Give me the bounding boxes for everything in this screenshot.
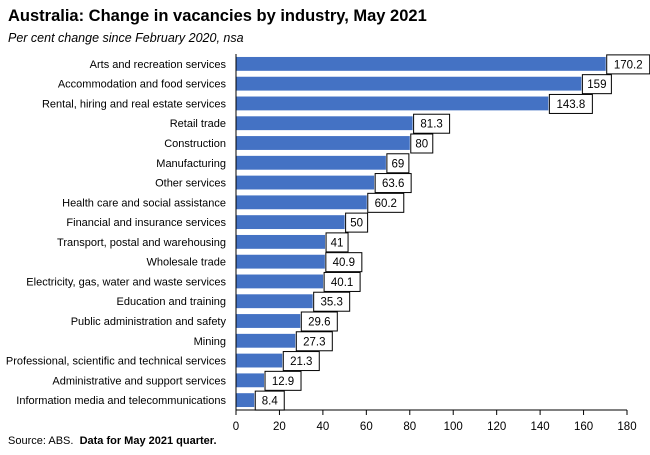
category-label: Mining [194, 336, 226, 348]
bar [236, 333, 296, 348]
data-label: 81.3 [420, 119, 442, 131]
bar [236, 175, 375, 190]
data-label-box [325, 232, 349, 253]
data-label: 12.9 [272, 376, 294, 388]
data-label: 29.6 [308, 317, 330, 329]
category-label: Accommodation and food services [58, 79, 227, 91]
bar [236, 393, 255, 408]
data-label: 21.3 [290, 356, 312, 368]
category-label: Information media and telecommunications [16, 395, 226, 407]
x-tick-label: 140 [531, 421, 550, 433]
data-label: 170.2 [614, 59, 643, 71]
data-label-box [323, 271, 361, 292]
category-label: Administrative and support services [52, 375, 226, 387]
data-label-box [264, 370, 302, 391]
category-label: Financial and insurance services [66, 217, 226, 229]
data-label: 41 [331, 237, 344, 249]
category-label: Electricity, gas, water and waste servic… [26, 276, 226, 288]
bar [236, 254, 325, 269]
category-label: Transport, postal and warehousing [57, 237, 226, 249]
data-label: 80 [415, 139, 428, 151]
bar [236, 314, 301, 328]
x-tick-label: 0 [233, 421, 239, 433]
data-label-box [413, 113, 451, 134]
data-label: 27.3 [303, 336, 325, 348]
data-label: 50 [350, 218, 363, 230]
x-tick-label: 120 [487, 421, 506, 433]
data-label: 8.4 [262, 396, 279, 408]
bar [236, 234, 326, 249]
source-prefix: Source: ABS. [8, 435, 74, 447]
data-label-box [548, 93, 593, 114]
bar [236, 353, 283, 368]
data-label: 60.2 [375, 198, 397, 210]
bar [236, 155, 386, 170]
data-label: 143.8 [556, 99, 585, 111]
bar [236, 274, 324, 289]
data-label-box [282, 351, 320, 372]
bar [236, 96, 549, 111]
bar [236, 116, 413, 131]
data-label: 69 [391, 158, 404, 170]
bar [236, 215, 345, 230]
bar [236, 56, 606, 71]
data-label-box [410, 133, 434, 154]
x-tick-label: 160 [574, 421, 593, 433]
bar [236, 195, 367, 210]
source-note: Source: ABS. Data for May 2021 quarter. [8, 435, 217, 447]
bar [236, 294, 313, 309]
data-label-box [295, 331, 333, 352]
data-label: 40.1 [331, 277, 353, 289]
data-label-box [386, 153, 410, 174]
category-label: Retail trade [170, 118, 226, 130]
data-label-box [367, 192, 405, 213]
category-label: Public administration and safety [71, 316, 227, 328]
category-label: Manufacturing [156, 158, 226, 170]
x-tick-label: 180 [617, 421, 636, 433]
category-label: Wholesale trade [147, 257, 227, 269]
chart-title: Australia: Change in vacancies by indust… [8, 7, 427, 25]
data-label-box [345, 212, 369, 233]
data-label-box [313, 291, 351, 312]
data-label: 35.3 [320, 297, 342, 309]
category-label: Other services [155, 178, 226, 190]
x-tick-label: 100 [444, 421, 463, 433]
data-label: 40.9 [333, 257, 355, 269]
category-label: Arts and recreation services [90, 59, 227, 71]
category-label: Health care and social assistance [62, 197, 226, 209]
x-tick-label: 40 [316, 421, 329, 433]
chart-subtitle: Per cent change since February 2020, nsa [8, 31, 244, 45]
source-data-note: Data for May 2021 quarter. [79, 435, 217, 447]
category-label: Education and training [117, 296, 226, 308]
data-label-box [374, 173, 412, 194]
category-label: Construction [164, 138, 226, 150]
bar [236, 76, 582, 91]
bar [236, 136, 410, 150]
data-label-box [581, 74, 612, 95]
data-label-box [300, 311, 338, 332]
x-tick-label: 80 [403, 421, 416, 433]
data-label: 63.6 [382, 178, 404, 190]
category-label: Professional, scientific and technical s… [6, 356, 227, 368]
x-tick-label: 60 [360, 421, 373, 433]
x-tick-label: 20 [273, 421, 286, 433]
data-label-box [325, 252, 363, 273]
bar [236, 373, 265, 388]
data-label: 159 [587, 79, 606, 91]
category-label: Rental, hiring and real estate services [42, 98, 227, 110]
